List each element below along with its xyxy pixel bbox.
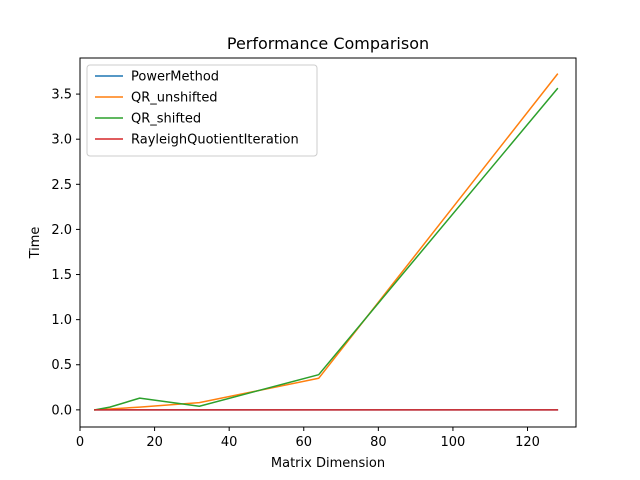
- x-axis-title: Matrix Dimension: [271, 456, 385, 471]
- y-tick-label: 1.5: [51, 268, 72, 283]
- legend: PowerMethod QR_unshifted QR_shifted Rayleig…: [86, 64, 318, 157]
- legend-box: [86, 64, 318, 157]
- x-tick-label: 40: [221, 435, 238, 450]
- legend-item: QR_shifted: [95, 112, 201, 127]
- x-tick-label: 80: [370, 435, 387, 450]
- y-tick-label: 2.5: [51, 178, 72, 193]
- x-tick-label: 100: [441, 435, 466, 450]
- plot-frame: [79, 57, 577, 428]
- axis-ticks: 0 20 40 60 80 100 120 0.0 0.5 1.0 1.5 2.0 2.5 3.0 3.5: [51, 88, 540, 450]
- x-tick-label: 60: [295, 435, 312, 450]
- legend-item: RayleighQuotientIteration: [95, 133, 299, 148]
- legend-label: QR_shifted: [131, 112, 201, 127]
- legend-label: PowerMethod: [131, 70, 219, 85]
- legend-label: RayleighQuotientIteration: [131, 133, 299, 148]
- legend-label: QR_unshifted: [131, 91, 218, 106]
- y-tick-label: 0.5: [51, 358, 72, 373]
- x-tick-label: 0: [76, 435, 84, 450]
- y-tick-label: 2.0: [51, 223, 72, 238]
- y-tick-label: 0.0: [51, 403, 72, 418]
- x-tick-label: 120: [515, 435, 540, 450]
- series-line-qr_shifted: [94, 87, 559, 411]
- x-tick-label: 20: [146, 435, 163, 450]
- y-tick-label: 3.0: [51, 133, 72, 148]
- y-tick-label: 1.0: [51, 313, 72, 328]
- chart-title: Performance Comparison: [227, 34, 429, 53]
- legend-item: QR_unshifted: [95, 91, 218, 106]
- y-axis-title: Time: [28, 227, 43, 260]
- y-tick-label: 3.5: [51, 88, 72, 103]
- legend-item: PowerMethod: [95, 70, 219, 85]
- plot-area: [94, 73, 559, 411]
